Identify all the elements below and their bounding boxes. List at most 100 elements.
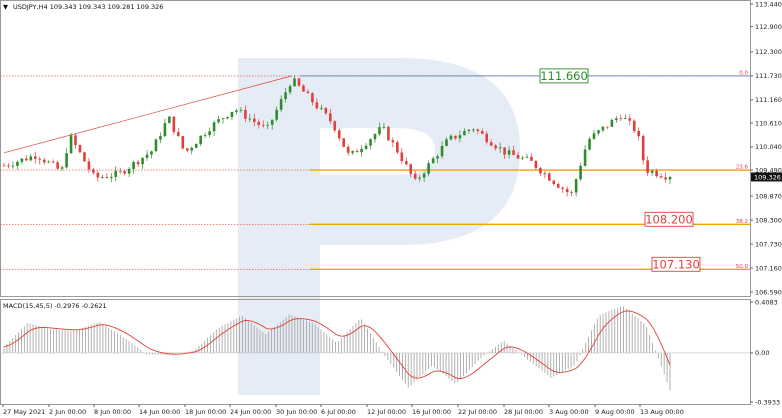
candle-body — [163, 123, 167, 137]
candle-body — [606, 126, 609, 128]
candle-body — [454, 135, 457, 139]
y-tick-label: 113.440 — [755, 0, 782, 8]
candle-body — [69, 135, 73, 154]
candle-body — [248, 118, 252, 120]
candle-body — [56, 162, 59, 169]
x-tick-label: 8 Jun 00:00 — [94, 408, 131, 416]
x-tick-label: 2 Jun 00:00 — [49, 408, 86, 416]
candle-body — [127, 168, 131, 174]
candle-body — [556, 184, 560, 188]
candle-body — [404, 161, 408, 165]
candle-body — [20, 158, 24, 162]
candle-body — [480, 131, 484, 134]
x-tick-label: 18 Jun 00:00 — [185, 408, 226, 416]
y-tick-label: 107.160 — [755, 264, 782, 272]
candle-body — [181, 136, 185, 149]
candle-body — [396, 142, 399, 153]
y-tick-label: 111.730 — [755, 72, 782, 80]
candle-body — [235, 110, 238, 112]
x-tick-label: 9 Aug 00:00 — [595, 408, 635, 416]
candle-body — [615, 118, 618, 121]
candle-body — [284, 92, 287, 100]
candle-body — [33, 156, 37, 159]
current-price-tag — [751, 172, 782, 182]
current-price-label: 109.326 — [754, 173, 781, 181]
x-tick-label: 12 Jul 00:00 — [367, 408, 406, 416]
trend-line — [3, 75, 292, 154]
candle-body — [570, 192, 573, 193]
candle-body — [302, 85, 305, 92]
candle-body — [445, 139, 448, 146]
candle-body — [543, 173, 547, 175]
x-tick-label: 28 Jul 00:00 — [504, 408, 543, 416]
candle-body — [436, 156, 439, 159]
candle-body — [369, 139, 372, 146]
candle-body — [212, 122, 216, 132]
candle-body — [588, 138, 591, 150]
price-box-label: 111.660 — [540, 69, 588, 83]
candle-body — [664, 177, 667, 180]
candle-body — [624, 118, 627, 120]
candle-body — [168, 116, 171, 124]
candle-body — [628, 118, 632, 121]
macd-tick-label: -0.3933 — [755, 398, 780, 406]
candle-body — [123, 171, 126, 174]
candle-body — [42, 159, 46, 163]
candle-body — [601, 126, 605, 131]
candle-body — [226, 117, 229, 119]
candle-body — [118, 170, 122, 172]
candle-body — [440, 145, 444, 157]
macd-signal-line — [3, 310, 671, 379]
candle-body — [60, 167, 64, 169]
candle-body — [221, 118, 225, 120]
candle-body — [96, 172, 100, 178]
candle-body — [530, 156, 533, 161]
y-tick-label: 106.590 — [755, 288, 782, 296]
x-tick-label: 24 Jun 00:00 — [230, 408, 271, 416]
candle-body — [364, 145, 368, 149]
candle-body — [418, 177, 421, 179]
candle-body — [427, 163, 430, 174]
brand-watermark — [238, 58, 520, 395]
y-tick-label: 108.870 — [755, 192, 782, 200]
x-tick-label: 13 Aug 00:00 — [640, 408, 684, 416]
candle-body — [275, 109, 278, 120]
candle-body — [472, 129, 475, 131]
candle-body — [342, 138, 346, 147]
candle-body — [87, 161, 91, 170]
fib-level-label: 0.0 — [739, 70, 748, 76]
candle-body — [574, 179, 578, 193]
candle-body — [208, 131, 211, 136]
candle-body — [637, 130, 641, 137]
candle-body — [378, 127, 381, 135]
x-tick-label: 3 Aug 00:00 — [549, 408, 589, 416]
candle-body — [177, 132, 180, 137]
y-tick-label: 109.490 — [755, 166, 782, 174]
candle-body — [185, 148, 189, 151]
price-series: 0.0 23.6 38.2 50.0 109.326 111.660 108.200 107.… — [0, 68, 782, 272]
candle-body — [320, 107, 323, 109]
y-tick-label: 110.040 — [755, 143, 782, 151]
price-box-label: 108.200 — [645, 212, 693, 226]
candle-body — [521, 157, 524, 159]
candle-body — [311, 93, 314, 103]
candle-body — [288, 86, 292, 93]
candle-body — [449, 135, 453, 140]
candle-body — [190, 147, 194, 151]
y-tick-label: 108.300 — [755, 216, 782, 224]
candle-body — [548, 173, 551, 181]
candle-body — [199, 135, 202, 145]
candle-body — [539, 168, 542, 174]
candle-body — [516, 155, 520, 159]
candle-body — [141, 157, 144, 165]
symbol-menu-glyph[interactable]: ▼ — [3, 3, 8, 11]
candle-body — [328, 113, 332, 122]
candle-body — [463, 130, 466, 136]
candle-body — [659, 176, 663, 178]
candle-body — [552, 180, 556, 185]
candle-body — [583, 149, 587, 166]
y-tick-label: 112.900 — [755, 23, 782, 31]
candle-body — [360, 148, 363, 153]
candle-body — [592, 133, 596, 139]
